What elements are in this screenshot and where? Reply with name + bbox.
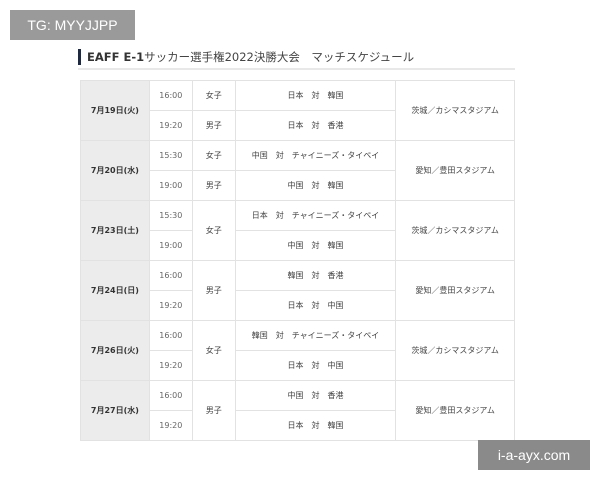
- match-category: 女子: [191, 140, 236, 171]
- match-category: 男子: [191, 110, 236, 141]
- match-category: 男子: [191, 170, 236, 201]
- table-row: 7月24日(日) 16:00 男子 韓国 対 香港 愛知／豊田スタジアム: [80, 260, 515, 321]
- match-category: 女子: [191, 320, 236, 381]
- table-row: 7月27日(水) 16:00 男子 中国 対 香港 愛知／豊田スタジアム: [80, 380, 515, 441]
- match-teams: 日本 対 韓国: [234, 80, 397, 111]
- table-row: 19:20 日本 対 中国: [81, 290, 515, 321]
- match-venue: 茨城／カシマスタジアム: [395, 80, 515, 141]
- table-row: 7月23日(土) 15:30 女子 日本 対 チャイニーズ・タイペイ 茨城／カシマスタジ…: [80, 200, 515, 261]
- match-date: 7月20日(水): [80, 140, 150, 201]
- title-bold: EAFF E-1: [87, 50, 145, 64]
- table-row: 7月20日(水) 15:30 女子 中国 対 チャイニーズ・タイペイ 愛知／豊田スタジア…: [80, 140, 515, 201]
- match-category: 男子: [191, 260, 236, 321]
- table-row: 19:20 日本 対 中国: [81, 350, 515, 381]
- match-teams: 中国 対 香港: [234, 380, 397, 411]
- match-time: 19:20: [148, 350, 193, 381]
- match-category: 男子: [191, 380, 236, 441]
- match-venue: 愛知／豊田スタジアム: [395, 140, 515, 201]
- match-time: 15:30: [148, 200, 193, 231]
- match-teams: 中国 対 韓国: [234, 170, 397, 201]
- match-schedule-table: 7月19日(火) 16:00 女子 日本 対 韓国 茨城／カシマスタジアム 19:20 男子…: [80, 80, 515, 441]
- match-date: 7月23日(土): [80, 200, 150, 261]
- match-teams: 韓国 対 香港: [234, 260, 397, 291]
- table-row: 19:20 日本 対 韓国: [81, 410, 515, 441]
- match-venue: 茨城／カシマスタジアム: [395, 320, 515, 381]
- match-teams: 日本 対 チャイニーズ・タイペイ: [234, 200, 397, 231]
- match-venue: 茨城／カシマスタジアム: [395, 200, 515, 261]
- match-teams: 韓国 対 チャイニーズ・タイペイ: [234, 320, 397, 351]
- title-divider: [78, 68, 515, 70]
- page-title: EAFF E-1サッカー選手権2022決勝大会 マッチスケジュール: [78, 49, 414, 65]
- match-teams: 日本 対 韓国: [234, 410, 397, 441]
- match-time: 15:30: [148, 140, 193, 171]
- match-time: 19:20: [148, 290, 193, 321]
- match-teams: 日本 対 香港: [234, 110, 397, 141]
- match-date: 7月24日(日): [80, 260, 150, 321]
- match-time: 16:00: [148, 260, 193, 291]
- match-category: 女子: [191, 80, 236, 111]
- match-date: 7月19日(火): [80, 80, 150, 141]
- table-row: 7月19日(火) 16:00 女子 日本 対 韓国 茨城／カシマスタジアム: [80, 80, 515, 141]
- match-teams: 中国 対 韓国: [234, 230, 397, 261]
- match-category: 女子: [191, 200, 236, 261]
- match-venue: 愛知／豊田スタジアム: [395, 260, 515, 321]
- table-row: 7月26日(火) 16:00 女子 韓国 対 チャイニーズ・タイペイ 茨城／カシマスタジ…: [80, 320, 515, 381]
- match-time: 19:00: [148, 230, 193, 261]
- watermark-top-left: TG: MYYJJPP: [10, 10, 135, 40]
- match-time: 16:00: [148, 320, 193, 351]
- match-time: 19:20: [148, 110, 193, 141]
- match-teams: 日本 対 中国: [234, 350, 397, 381]
- table-row: 19:00 男子 中国 対 韓国: [81, 170, 515, 201]
- match-time: 19:20: [148, 410, 193, 441]
- match-teams: 中国 対 チャイニーズ・タイペイ: [234, 140, 397, 171]
- title-rest: サッカー選手権2022決勝大会 マッチスケジュール: [144, 50, 415, 64]
- match-venue: 愛知／豊田スタジアム: [395, 380, 515, 441]
- match-time: 19:00: [148, 170, 193, 201]
- match-time: 16:00: [148, 80, 193, 111]
- match-teams: 日本 対 中国: [234, 290, 397, 321]
- watermark-bottom-right: i-a-ayx.com: [478, 440, 590, 470]
- match-time: 16:00: [148, 380, 193, 411]
- match-date: 7月26日(火): [80, 320, 150, 381]
- match-date: 7月27日(水): [80, 380, 150, 441]
